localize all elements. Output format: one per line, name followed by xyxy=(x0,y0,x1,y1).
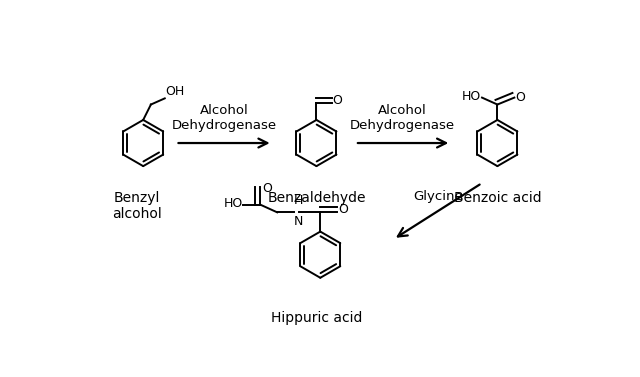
Text: N: N xyxy=(293,215,303,228)
Text: Alcohol
Dehydrogenase: Alcohol Dehydrogenase xyxy=(350,104,455,132)
Text: O: O xyxy=(333,94,342,107)
Text: Hippuric acid: Hippuric acid xyxy=(271,311,362,325)
Text: HO: HO xyxy=(462,90,481,103)
Text: O: O xyxy=(515,91,525,104)
Text: Alcohol
Dehydrogenase: Alcohol Dehydrogenase xyxy=(172,104,276,132)
Text: O: O xyxy=(262,182,271,195)
Text: H: H xyxy=(294,194,303,207)
Text: Glycine: Glycine xyxy=(413,190,463,204)
Text: O: O xyxy=(338,203,348,216)
Text: OH: OH xyxy=(166,84,185,98)
Text: HO: HO xyxy=(223,198,243,210)
Text: Benzyl
alcohol: Benzyl alcohol xyxy=(112,191,162,221)
Text: Benzoic acid: Benzoic acid xyxy=(454,191,541,205)
Text: Benzaldehyde: Benzaldehyde xyxy=(268,191,365,205)
